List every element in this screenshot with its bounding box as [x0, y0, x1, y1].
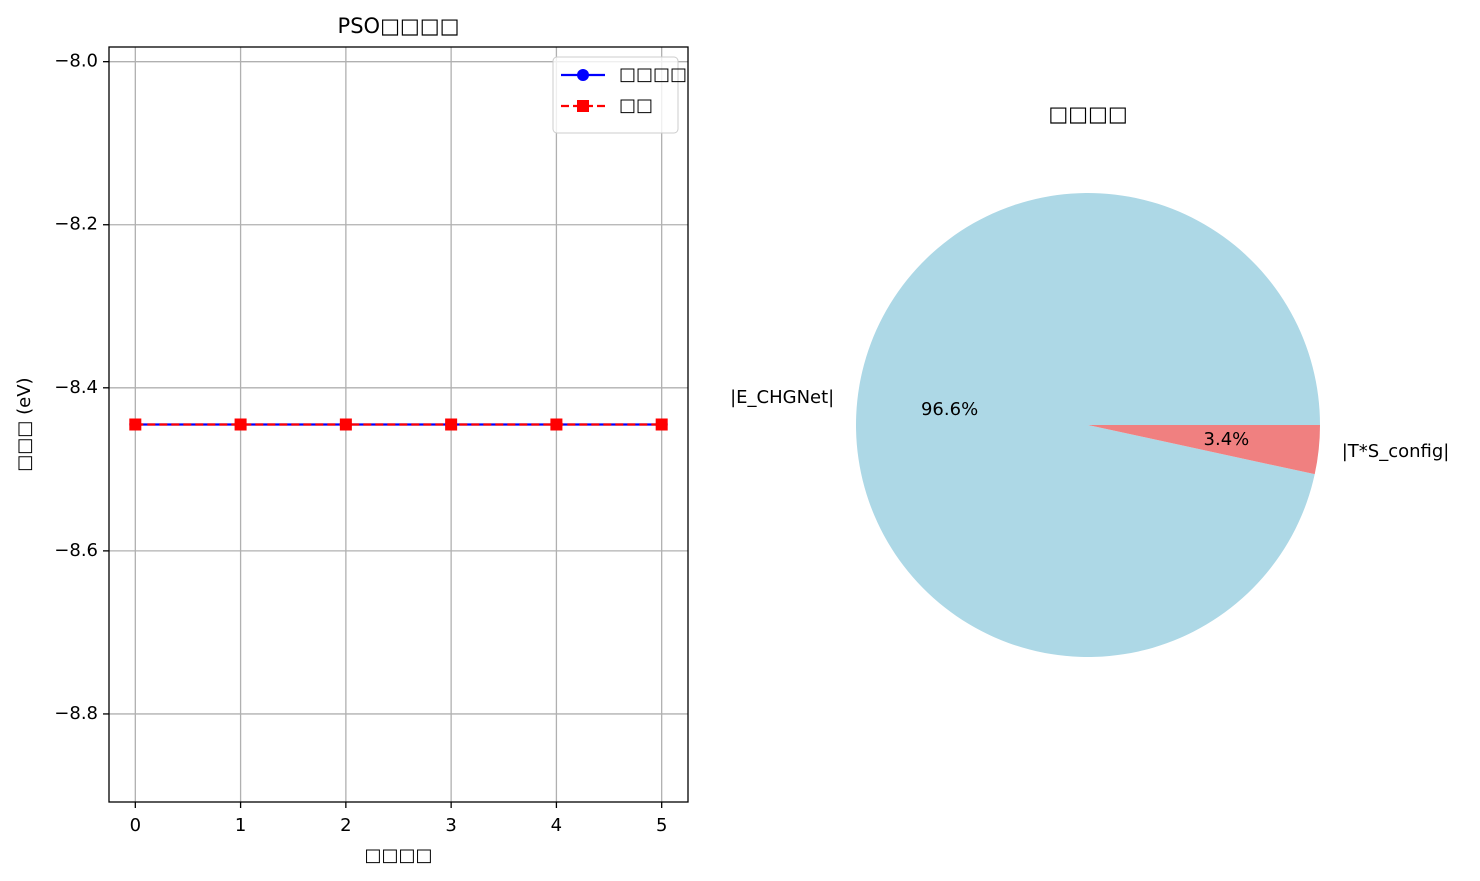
x-tick-label: 3: [445, 815, 456, 836]
pie-slice: [1088, 425, 1320, 475]
x-tick-label: 0: [130, 815, 141, 836]
slice-percent: 3.4%: [1204, 429, 1250, 450]
chart-title: PSO□□□□: [338, 14, 460, 38]
marker: [655, 418, 668, 431]
pie-slice: [856, 192, 1320, 657]
marker: [339, 418, 352, 431]
marker: [234, 418, 247, 431]
chart-title: □□□□: [1048, 102, 1127, 126]
slice-label: |T*S_config|: [1342, 441, 1450, 462]
slice-percent: 96.6%: [921, 399, 978, 420]
marker: [129, 418, 142, 431]
y-axis-label: □□□ (eV): [14, 377, 35, 471]
x-tick-label: 2: [340, 815, 351, 836]
plot-frame: [108, 46, 689, 803]
y-tick-label: −8.8: [54, 703, 98, 724]
y-tick-label: −8.0: [54, 51, 98, 72]
marker: [445, 418, 458, 431]
y-tick-label: −8.4: [54, 377, 98, 398]
legend-label: □□□□: [619, 64, 687, 85]
x-axis-label: □□□□: [364, 845, 432, 866]
legend-label: □□: [619, 95, 653, 116]
y-tick-label: −8.2: [54, 214, 98, 235]
x-tick-label: 1: [235, 815, 246, 836]
slice-label: |E_CHGNet|: [730, 387, 834, 408]
x-tick-label: 4: [551, 815, 562, 836]
legend-marker: [577, 69, 589, 81]
y-tick-label: −8.6: [54, 540, 98, 561]
legend-marker: [577, 100, 589, 112]
marker: [550, 418, 563, 431]
x-tick-label: 5: [656, 815, 667, 836]
